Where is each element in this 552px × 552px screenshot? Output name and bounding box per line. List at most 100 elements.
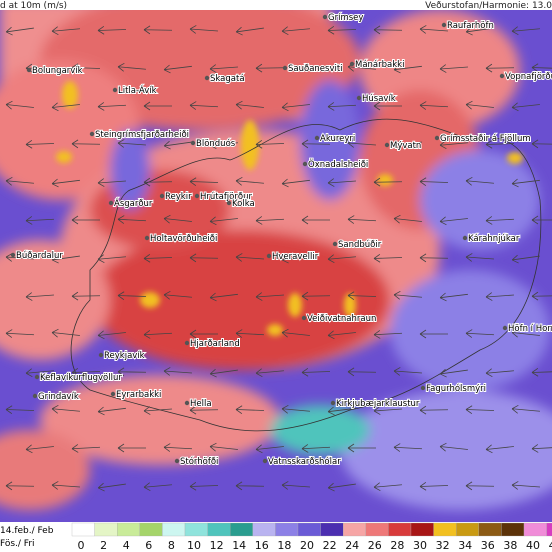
wind-arrow [393,64,422,74]
wind-arrow [465,253,494,262]
place-label: Húsavík [362,94,396,104]
place-label: Öxnadalsheiði [308,159,368,170]
wind-arrow [71,139,101,149]
wind-arrow [465,26,494,36]
wind-arrow [143,25,173,35]
gust-spots [56,81,523,336]
station-dot [159,193,165,199]
place-label: Steingrímsfjarðarheiði [95,130,189,140]
wind-arrow [143,330,173,339]
scale-swatch [320,522,344,537]
station-dot [226,200,232,206]
wind-arrow [393,443,423,452]
station-dot [356,95,362,101]
place-label: Hjarðarland [190,339,240,349]
wind-arrow [439,292,468,302]
scale-tick-label: 6 [145,539,152,552]
wind-arrow [25,139,55,149]
wind-arrow [163,214,192,224]
station-dot [502,325,508,331]
scale-tick-label: 32 [436,539,450,552]
wind-arrow [485,216,515,225]
place-label: Skagatá [210,74,245,84]
wind-arrow [97,254,126,264]
scale-swatch [501,522,525,537]
wind-arrow [5,26,34,36]
place-label: Hveravellir [272,252,319,262]
wind-arrow [209,442,238,452]
station-dot [204,75,210,81]
station-dot [384,142,390,148]
place-label: Vopnafjörður [505,72,552,82]
wind-arrow [281,178,310,188]
wind-arrow [5,481,35,491]
wind-arrow [97,406,126,416]
wind-arrow [327,102,357,111]
wind-arrow [5,405,35,415]
place-label: Stórhöfði [180,456,218,467]
wind-arrow [189,253,219,263]
wind-arrow [531,215,552,225]
wind-arrow [465,329,495,338]
station-dot [266,253,272,259]
wind-arrow [373,253,403,263]
wind-arrow [117,291,147,301]
wind-arrow [439,64,468,73]
scale-tick-label: 12 [210,539,224,552]
wind-arrow [189,481,219,491]
wind-arrow [209,140,238,150]
wind-arrow [255,368,284,378]
wind-arrow [51,254,80,264]
wind-arrow [347,291,377,301]
place-label: Akureyri [320,134,355,144]
scale-swatch [252,522,276,537]
wind-arrow [281,26,310,36]
wind-arrow [51,26,80,36]
station-dot [32,393,38,399]
wind-arrow [163,140,192,150]
wind-arrow [51,178,80,188]
wind-arrow [51,328,80,338]
header-bar [0,0,552,10]
scale-tick-label: 0 [78,539,85,552]
wind-arrow [531,63,552,73]
wind-arrow [71,367,101,377]
station-dot [89,131,95,137]
place-label: Kárahnjúkar [468,234,520,244]
wind-arrow [531,367,552,377]
wind-arrow [419,101,449,110]
wind-arrow [255,216,285,225]
scale-swatch [94,522,118,537]
place-label: Ásgarður [114,197,153,209]
place-label: Hella [190,399,212,409]
wind-arrow [485,139,515,149]
place-label: Höfn í Hornafirði [508,324,552,334]
station-dot [332,241,338,247]
scale-swatch [456,522,479,537]
wind-arrow [143,253,173,263]
wind-arrow [465,100,494,110]
wind-arrow [301,215,330,225]
place-label: Keflavíkurflugvöllur [40,373,122,383]
place-label: Litla-Ávík [118,84,157,96]
wind-arrow [439,442,468,452]
station-dot [322,14,328,20]
scale-tick-label: 8 [168,539,175,552]
wind-arrow [25,368,54,378]
scale-tick-label: 14 [232,539,246,552]
wind-arrow [255,292,284,301]
wind-arrow [511,26,540,36]
scale-swatch [275,522,299,537]
place-label: Grímsstaðir á Fjöllum [440,134,531,144]
wind-arrow [281,254,310,264]
station-dot [98,352,104,358]
wind-arrow [511,102,540,112]
date-line2: Fös./ Fri [0,539,35,549]
wind-arrow [143,101,172,111]
station-dot [262,458,268,464]
scale-tick-label: 24 [345,539,359,552]
wind-arrow [5,100,34,110]
station-dot [110,391,116,397]
